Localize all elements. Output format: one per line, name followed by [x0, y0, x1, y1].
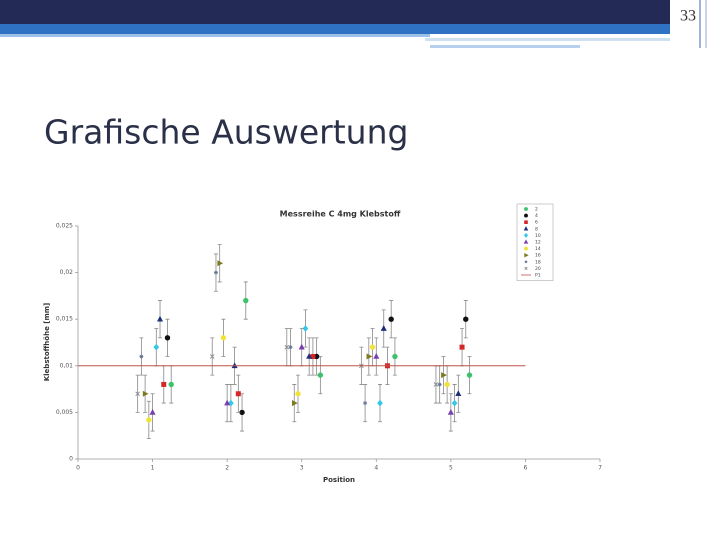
legend-label: 14	[535, 246, 541, 252]
point	[302, 325, 309, 332]
point	[451, 399, 458, 407]
point	[243, 297, 249, 304]
point	[295, 391, 301, 397]
point	[380, 325, 387, 331]
legend-label: 18	[535, 259, 541, 265]
slide-number: 33	[680, 8, 696, 25]
x-tick-label: 4	[374, 465, 378, 472]
point	[463, 316, 469, 322]
point	[213, 270, 218, 275]
point	[142, 390, 149, 397]
point	[433, 382, 439, 387]
point	[217, 260, 224, 267]
point	[388, 316, 394, 322]
point	[153, 343, 160, 351]
point	[224, 399, 231, 406]
y-tick-label: 0,02	[60, 269, 74, 276]
legend-label: 10	[535, 233, 541, 239]
slide-title: Grafische Auswertung	[44, 113, 408, 152]
legend-swatch	[524, 260, 528, 264]
point	[220, 335, 227, 341]
y-tick-label: 0,005	[56, 409, 73, 416]
x-axis-label: Position	[323, 476, 355, 484]
point	[209, 354, 215, 359]
legend-label: 2	[535, 207, 538, 213]
number-box	[670, 0, 720, 48]
point	[161, 381, 167, 387]
legend-label: 8	[535, 226, 538, 232]
legend-label: 4	[535, 213, 538, 219]
point	[298, 343, 305, 350]
point	[139, 354, 144, 359]
point	[373, 353, 380, 359]
legend-swatch	[524, 266, 528, 271]
point	[437, 382, 442, 387]
point	[444, 381, 450, 388]
header-bar	[0, 0, 720, 24]
point	[228, 399, 234, 407]
legend-box	[516, 203, 554, 281]
point	[168, 381, 174, 388]
point	[284, 344, 290, 350]
legend-label: 20	[535, 266, 541, 272]
point	[455, 390, 462, 397]
point	[317, 372, 324, 378]
legend-swatch	[524, 207, 528, 211]
x-tick-label: 3	[300, 465, 304, 472]
point	[291, 400, 298, 407]
chart-title: Messreihe C 4mg Klebstoff	[280, 210, 401, 219]
point	[288, 345, 293, 350]
y-tick-label: 0,01	[60, 362, 74, 369]
y-tick-label: 0	[69, 456, 73, 463]
point	[366, 353, 373, 360]
legend-swatch	[524, 220, 528, 224]
header-line	[425, 38, 670, 41]
point	[135, 391, 140, 397]
y-tick-label: 0,015	[56, 316, 73, 323]
point	[235, 391, 241, 397]
point	[363, 401, 368, 406]
x-tick-label: 2	[225, 465, 229, 472]
point	[392, 353, 398, 360]
point	[466, 372, 473, 378]
legend-label: 6	[535, 220, 538, 226]
point	[157, 315, 164, 322]
point	[447, 408, 454, 415]
header-strip	[0, 24, 720, 34]
point	[306, 353, 313, 359]
point	[369, 344, 376, 350]
point	[164, 335, 171, 341]
point	[441, 372, 447, 379]
x-tick-label: 5	[449, 465, 453, 472]
point	[149, 408, 156, 415]
x-tick-label: 6	[524, 465, 528, 472]
legend-swatch	[523, 232, 529, 238]
header-line	[430, 45, 580, 48]
x-tick-label: 7	[598, 465, 602, 472]
point	[377, 399, 383, 407]
point	[146, 417, 152, 423]
legend-swatch	[524, 213, 528, 218]
legend-swatch	[524, 246, 528, 251]
legend-label: 16	[535, 253, 541, 259]
point	[239, 409, 245, 416]
header-line	[0, 34, 430, 37]
point	[459, 344, 465, 350]
chart: Messreihe C 4mg Klebstoff Position Klebs…	[43, 203, 602, 484]
x-tick-label: 0	[76, 465, 80, 472]
legend-swatch	[524, 252, 529, 258]
legend-label: P1	[535, 273, 541, 279]
y-axis-label: Klebstoffhöhe [mm]	[43, 303, 51, 382]
y-tick-label: 0,025	[56, 223, 73, 230]
legend-swatch	[523, 226, 529, 231]
legend-swatch	[523, 239, 529, 244]
x-tick-label: 1	[151, 465, 155, 472]
legend-label: 12	[535, 240, 541, 246]
